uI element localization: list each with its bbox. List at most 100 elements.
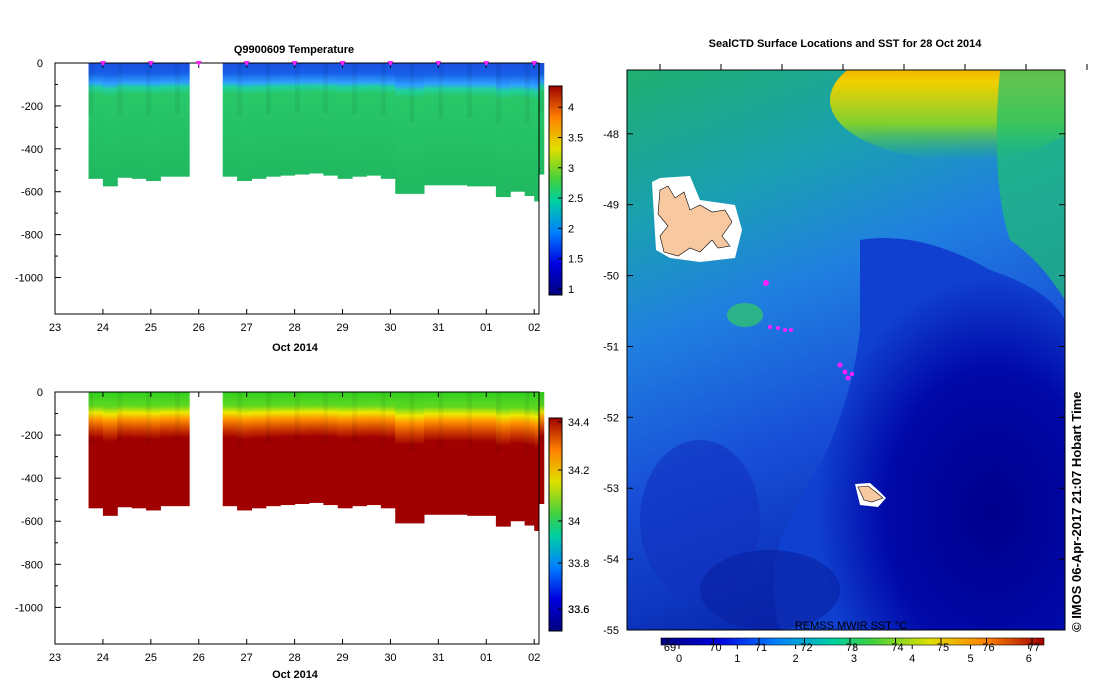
dive-profile bbox=[409, 392, 425, 524]
y-tick-label: -200 bbox=[21, 101, 43, 113]
dive-profile bbox=[510, 392, 526, 522]
dive-profile bbox=[131, 63, 147, 179]
colorbar-tick-label: 34 bbox=[568, 516, 580, 528]
y-tick-label: -600 bbox=[21, 516, 43, 528]
sst-colorbar bbox=[660, 637, 1045, 646]
dive-profile bbox=[438, 392, 454, 515]
dive-profile bbox=[323, 392, 339, 506]
x-tick-label: 28 bbox=[288, 652, 300, 664]
dive-shade bbox=[323, 63, 329, 114]
colorbar-tick-label: 1.5 bbox=[568, 254, 583, 266]
sst-map-y-ticks: -48 -49 -50 -51 -52 -53 -54 -55 bbox=[603, 64, 1088, 637]
dive-profile bbox=[467, 392, 482, 516]
dive-profile bbox=[237, 63, 252, 181]
temperature-y-ticks: 0 -200 -400 -600 -800 -1000 bbox=[15, 58, 61, 285]
dive-profile bbox=[146, 63, 161, 181]
dive-profile bbox=[438, 63, 454, 186]
temperature-colorbar bbox=[548, 85, 563, 296]
dive-profile bbox=[534, 392, 540, 531]
dive-shade bbox=[352, 392, 358, 444]
colorbar-tick-label: 2 bbox=[568, 223, 574, 235]
sst-map-panel: SealCTD Surface Locations and SST for 28… bbox=[603, 38, 1088, 665]
salinity-panel: 23 24 25 26 27 28 29 30 31 01 02 0 -200 -400 -600 -800… bbox=[15, 387, 590, 681]
colorbar-tick-label: 1 bbox=[568, 284, 574, 296]
x-tick-label: 29 bbox=[336, 322, 348, 334]
dive-profile bbox=[423, 392, 439, 515]
salinity-axes-frame bbox=[54, 391, 540, 645]
dive-profile bbox=[452, 392, 468, 515]
dive-shade bbox=[524, 63, 530, 123]
salinity-x-ticks: 23 24 25 26 27 28 29 30 31 01 02 bbox=[49, 392, 540, 664]
sst-tick-label-c: 3 bbox=[851, 653, 857, 665]
dive-shade bbox=[539, 63, 544, 114]
colorbar-tick-label: 33.8 bbox=[568, 558, 589, 570]
dive-profile bbox=[294, 392, 310, 504]
dive-profile bbox=[395, 63, 411, 194]
dive-profile bbox=[131, 392, 147, 509]
dive-profile bbox=[495, 392, 511, 527]
sst-tick-label-f: 72 bbox=[800, 642, 812, 654]
dive-profile bbox=[352, 63, 367, 177]
x-tick-label: 26 bbox=[193, 652, 205, 664]
day-marker bbox=[483, 61, 490, 66]
sst-tick-label-c: 6 bbox=[1026, 653, 1032, 665]
dive-shade bbox=[495, 392, 501, 453]
day-marker bbox=[339, 61, 346, 66]
dive-profile bbox=[423, 63, 439, 186]
dive-profile bbox=[294, 63, 310, 175]
x-tick-label: 28 bbox=[288, 322, 300, 334]
x-tick-label: 25 bbox=[145, 322, 157, 334]
y-tick-label: -1000 bbox=[15, 602, 43, 614]
dive-profile bbox=[380, 63, 396, 179]
dive-profile bbox=[102, 392, 118, 516]
dive-profile bbox=[308, 63, 324, 174]
dive-profile bbox=[524, 63, 535, 197]
day-marker bbox=[243, 61, 250, 66]
temperature-x-ticks: 23 24 25 26 27 28 29 30 31 01 02 bbox=[49, 61, 540, 334]
dive-profile bbox=[495, 63, 511, 198]
dive-profile bbox=[366, 392, 382, 506]
sst-tick-label-c: 5 bbox=[967, 653, 973, 665]
y-tick-label: -200 bbox=[21, 430, 43, 442]
y-tick-label: -800 bbox=[21, 559, 43, 571]
sst-field bbox=[627, 70, 1065, 630]
sst-tick-label-c: 0 bbox=[676, 653, 682, 665]
y-tick-label: -600 bbox=[21, 187, 43, 199]
x-tick-label: 27 bbox=[241, 652, 253, 664]
dive-shade bbox=[467, 392, 473, 448]
x-tick-label: 23 bbox=[49, 322, 61, 334]
seal-locations bbox=[763, 280, 854, 381]
dive-profile bbox=[160, 63, 176, 177]
temperature-x-label: Oct 2014 bbox=[272, 342, 319, 354]
dive-shade bbox=[467, 63, 473, 119]
dive-profile bbox=[222, 63, 238, 177]
x-tick-label: 01 bbox=[480, 652, 492, 664]
dive-profile bbox=[88, 63, 104, 179]
map-y-tick-label: -48 bbox=[603, 129, 619, 141]
dive-shade bbox=[265, 63, 271, 115]
day-marker bbox=[435, 61, 442, 66]
dive-profile bbox=[174, 63, 190, 177]
map-y-tick-label: -54 bbox=[603, 554, 619, 566]
dive-profile bbox=[409, 63, 425, 194]
dive-profile bbox=[467, 63, 482, 187]
salinity-y-ticks: 0 -200 -400 -600 -800 -1000 bbox=[15, 387, 61, 614]
salinity-x-label: Oct 2014 bbox=[272, 669, 319, 681]
sst-colorbar-ticks-c: 0 1 2 3 4 5 6 bbox=[676, 645, 1032, 665]
day-marker bbox=[531, 61, 538, 66]
x-tick-label: 23 bbox=[49, 652, 61, 664]
sst-tick-label-c: 1 bbox=[734, 653, 740, 665]
dive-profile bbox=[222, 392, 238, 507]
dive-profile bbox=[265, 392, 281, 507]
dive-profile bbox=[174, 392, 190, 507]
colorbar-tick-label: 33.6 bbox=[568, 604, 589, 616]
dive-shade bbox=[117, 392, 123, 444]
dive-profile bbox=[352, 392, 367, 507]
day-marker bbox=[147, 61, 154, 66]
dive-profile bbox=[539, 392, 545, 504]
sst-tick-label-f: 74 bbox=[891, 642, 903, 654]
sst-tick-label-f: 69 bbox=[664, 642, 676, 654]
dive-shade bbox=[323, 392, 329, 443]
temperature-field bbox=[88, 63, 545, 202]
